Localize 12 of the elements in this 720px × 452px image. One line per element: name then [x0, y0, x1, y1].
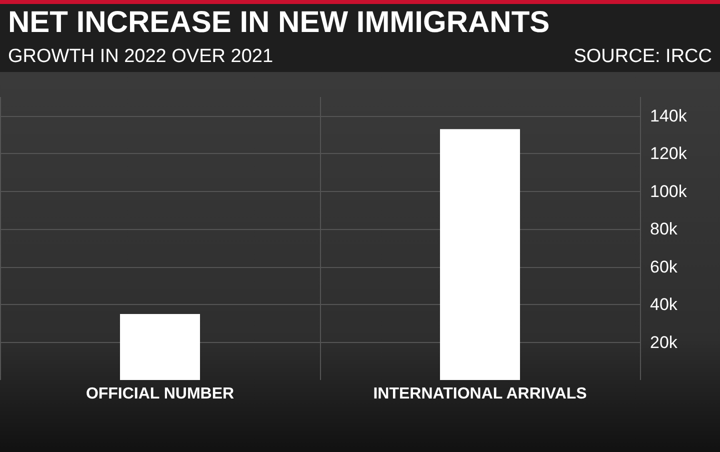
source-note: SOURCE: IRCC — [574, 46, 712, 68]
y-tick-label: 20k — [650, 332, 678, 352]
y-tick-label: 100k — [650, 182, 688, 201]
x-tick-label: INTERNATIONAL ARRIVALS — [373, 386, 588, 402]
y-tick-label: 80k — [650, 220, 678, 239]
chart-title: NET INCREASE IN NEW IMMIGRANTS — [8, 6, 550, 40]
y-tick-label: 60k — [650, 257, 678, 276]
y-tick-label: 140k — [650, 106, 688, 126]
chart-subtitle: GROWTH IN 2022 OVER 2021 — [8, 46, 274, 68]
x-tick-label: OFFICIAL NUMBER — [86, 386, 235, 402]
y-tick-label: 120k — [650, 144, 688, 164]
y-tick-label: 40k — [650, 295, 678, 314]
